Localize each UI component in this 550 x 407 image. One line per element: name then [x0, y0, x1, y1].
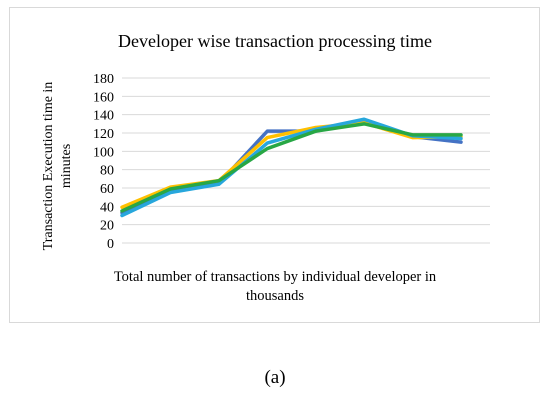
y-tick-label: 0 [107, 237, 114, 252]
y-axis-label-line-1: Transaction Execution time in [41, 82, 56, 251]
y-axis-ticks: 0 20 40 60 80 100 120 140 160 180 [93, 72, 114, 252]
y-tick-label: 140 [93, 109, 114, 124]
y-tick-label: 40 [100, 200, 114, 215]
gridlines [122, 77, 490, 244]
y-tick-label: 120 [93, 127, 114, 142]
chart-frame: Developer wise transaction processing ti… [9, 7, 540, 323]
x-axis-label-line-1: Total number of transactions by individu… [114, 269, 437, 285]
chart-title: Developer wise transaction processing ti… [118, 31, 432, 51]
y-tick-label: 100 [93, 145, 114, 160]
y-tick-label: 80 [100, 164, 114, 179]
y-tick-label: 60 [100, 182, 114, 197]
y-axis-label-line-2: minutes [59, 144, 74, 188]
x-axis-label-line-2: thousands [246, 288, 304, 304]
y-tick-label: 20 [100, 219, 114, 234]
series-line-4 [120, 122, 463, 213]
y-tick-label: 160 [93, 90, 114, 105]
series-lines [120, 117, 463, 218]
figure-caption: (a) [264, 367, 286, 388]
line-chart: Developer wise transaction processing ti… [41, 31, 490, 304]
y-tick-label: 180 [93, 72, 114, 87]
